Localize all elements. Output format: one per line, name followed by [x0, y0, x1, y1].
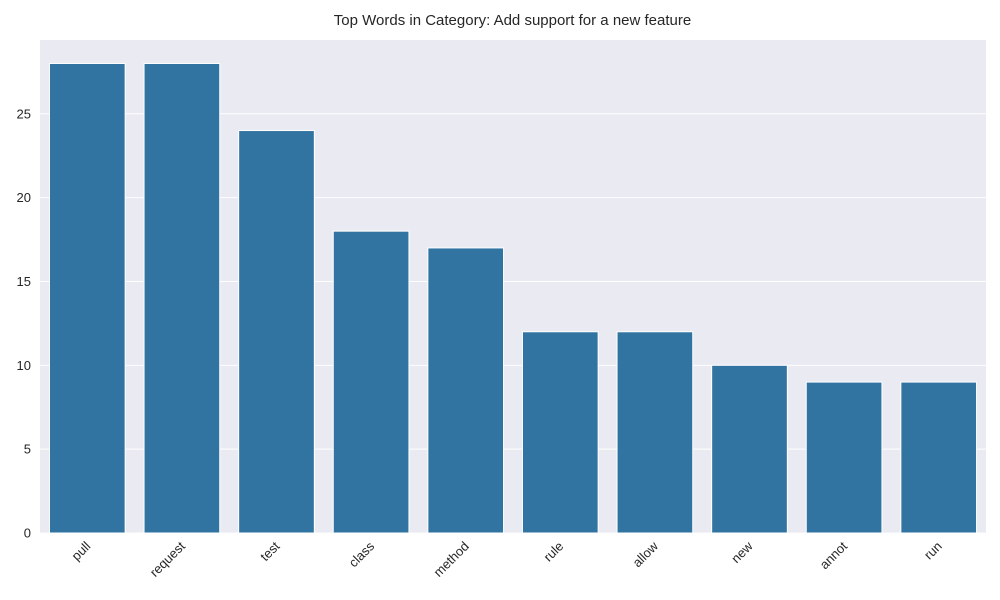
bar-method — [427, 247, 505, 534]
x-tick-label-pull: pull — [68, 538, 93, 563]
y-tick-label: 0 — [24, 526, 31, 541]
y-axis-ticks: 0 5 10 15 20 25 — [17, 106, 31, 540]
y-tick-label: 10 — [17, 358, 31, 373]
bar-test — [238, 130, 315, 534]
x-tick-label-request: request — [147, 538, 189, 580]
x-tick-label-test: test — [257, 538, 283, 564]
chart-title: Top Words in Category: Add support for a… — [333, 12, 692, 29]
bar-run — [900, 381, 978, 534]
x-tick-label-run: run — [921, 539, 945, 563]
y-tick-label: 20 — [17, 190, 31, 205]
bar-annot — [805, 381, 883, 534]
bar-new — [711, 364, 788, 534]
bar-request — [143, 62, 221, 534]
x-axis-ticks: pull request test class method rule allow new an… — [68, 538, 944, 580]
x-tick-label-new: new — [728, 538, 756, 566]
y-tick-label: 25 — [17, 106, 31, 121]
bar-allow — [616, 331, 694, 534]
bar-class — [332, 230, 410, 534]
y-tick-label: 5 — [24, 442, 31, 457]
bar-rule — [521, 331, 599, 534]
bar-pull — [48, 62, 126, 534]
bars — [48, 62, 978, 534]
x-tick-label-method: method — [431, 539, 472, 580]
x-tick-label-allow: allow — [629, 538, 661, 570]
x-tick-label-class: class — [346, 538, 378, 570]
y-tick-label: 15 — [17, 274, 31, 289]
x-tick-label-rule: rule — [540, 539, 566, 565]
x-tick-label-annot: annot — [817, 538, 851, 572]
